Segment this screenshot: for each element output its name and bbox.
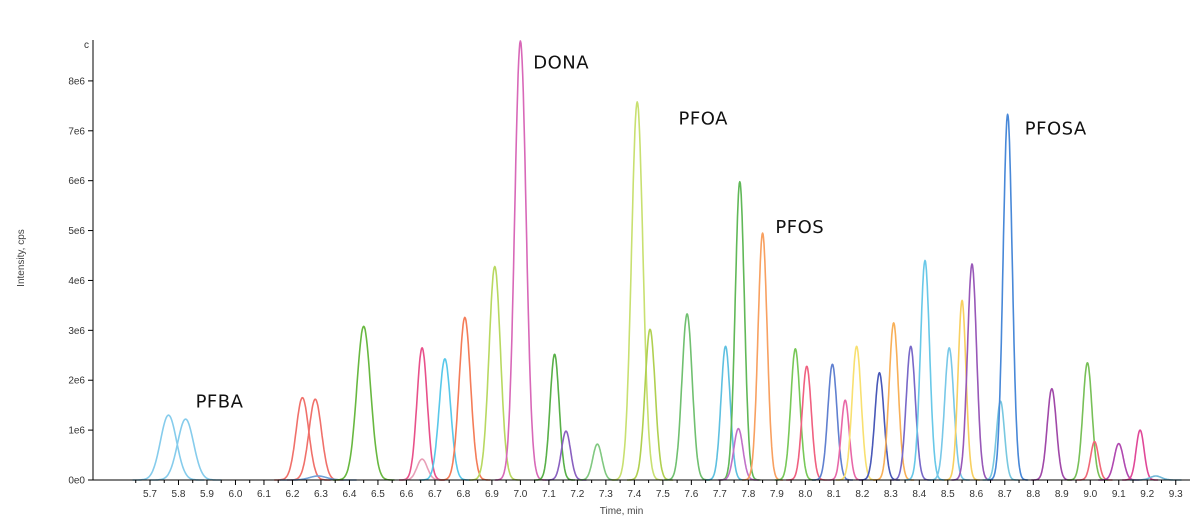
chromatogram-peak [611, 101, 664, 481]
chromatogram-peak [438, 316, 491, 481]
chromatogram-peak [785, 365, 828, 481]
chromatogram-peak [889, 345, 932, 481]
chromatogram-peak [1097, 442, 1140, 481]
y-tick-label: 8e6 [68, 76, 85, 87]
chromatogram-peak [132, 414, 205, 481]
axes-layer: c [84, 40, 1190, 481]
x-tick-label: 6.7 [428, 489, 442, 500]
x-tick-label: 7.1 [542, 489, 556, 500]
chromatogram-peak [826, 399, 864, 481]
chromatogram-peak [986, 113, 1029, 481]
x-tick-label: 5.7 [143, 489, 157, 500]
x-tick-label: 7.3 [599, 489, 613, 500]
chromatogram-peak [398, 458, 446, 481]
y-tick-label: 4e6 [68, 276, 85, 287]
x-tick-label: 8.0 [798, 489, 812, 500]
x-tick-label: 6.9 [485, 489, 499, 500]
chromatogram-peak [951, 263, 993, 481]
y-axis-title: Intensity, cps [16, 229, 27, 287]
x-tick-label: 9.0 [1083, 489, 1097, 500]
x-tick-label: 8.5 [941, 489, 955, 500]
x-tick-label: 7.2 [570, 489, 584, 500]
x-tick-label: 8.8 [1026, 489, 1040, 500]
x-tick-label: 6.1 [257, 489, 271, 500]
x-tick-label: 8.3 [884, 489, 898, 500]
chromatogram-peak [704, 345, 747, 481]
chromatogram-peak [928, 346, 971, 481]
x-tick-label: 7.5 [656, 489, 670, 500]
x-tick-label: 9.1 [1112, 489, 1126, 500]
peak-label: PFOSA [1025, 118, 1087, 139]
chromatogram-peak [982, 400, 1019, 481]
x-tick-label: 6.3 [314, 489, 328, 500]
x-tick-label: 7.7 [713, 489, 727, 500]
chromatogram-peak [468, 265, 521, 481]
y-tick-label: 6e6 [68, 176, 85, 187]
x-tick-label: 7.6 [684, 489, 698, 500]
y-tick-label: 2e6 [68, 376, 85, 387]
chromatogram-peak [943, 299, 981, 481]
y-tick-label: 7e6 [68, 126, 85, 137]
x-tick-label: 6.4 [342, 489, 356, 500]
x-tick-label: 7.0 [513, 489, 527, 500]
chromatogram-peak [858, 371, 901, 481]
peak-annotations: PFBA DONA PFOA PFOS PFOSA [196, 52, 1087, 412]
chromatogram-peak [149, 418, 222, 481]
y-top-marker: c [84, 40, 89, 51]
x-tick-label: 6.8 [456, 489, 470, 500]
y-tick-label: 5e6 [68, 226, 85, 237]
x-tick-label: 6.5 [371, 489, 385, 500]
x-axis-title: Time, min [600, 506, 644, 517]
chromatogram-peak [398, 346, 446, 481]
chromatogram-peak [741, 232, 784, 481]
chromatogram-peak [332, 325, 395, 481]
x-tick-label: 7.8 [741, 489, 755, 500]
chromatogram-peak [418, 357, 471, 481]
y-tick-label: 3e6 [68, 326, 85, 337]
chromatogram-peak [811, 363, 854, 481]
x-tick-label: 8.2 [855, 489, 869, 500]
x-tick-label: 8.7 [998, 489, 1012, 500]
chromatogram-peak [533, 353, 576, 481]
chromatogram-peak [576, 443, 619, 481]
chromatogram-peak [1066, 361, 1109, 481]
chromatogram-peak [1030, 387, 1073, 481]
y-tick-label: 0e0 [68, 476, 85, 487]
peak-label: PFOA [679, 108, 729, 129]
x-tick-label: 5.8 [172, 489, 186, 500]
x-tick-label: 7.4 [627, 489, 641, 500]
peak-label: PFOS [775, 217, 824, 238]
chromatogram-peak [717, 427, 760, 481]
y-tick-label: 1e6 [68, 426, 85, 437]
x-tick-label: 6.0 [229, 489, 243, 500]
x-tick-label: 6.2 [286, 489, 300, 500]
x-tick-label: 9.2 [1140, 489, 1154, 500]
chromatogram-peak [494, 40, 547, 481]
chromatogram-peak [1121, 429, 1159, 481]
x-ticks: 5.7 5.8 5.9 6.0 6.1 6.2 6.3 6.4 6.5 6.6 6.7 6.8 6.9 7… [135, 480, 1183, 500]
x-tick-label: 6.6 [399, 489, 413, 500]
x-tick-label: 8.1 [827, 489, 841, 500]
x-tick-label: 8.4 [912, 489, 926, 500]
chromatogram-peak [774, 347, 817, 481]
peaks-layer [132, 40, 1182, 481]
chromatogram-peak [872, 322, 915, 481]
y-ticks: 0e0 1e6 2e6 3e6 4e6 5e6 6e6 7e6 8e6 [68, 76, 93, 487]
x-tick-label: 7.9 [770, 489, 784, 500]
x-tick-label: 5.9 [200, 489, 214, 500]
peak-label: DONA [533, 52, 589, 73]
chromatogram-peak [835, 345, 878, 481]
chromatogram-peak [904, 259, 946, 481]
peak-label: PFBA [196, 392, 244, 413]
chromatogram-peak [273, 396, 331, 481]
x-tick-label: 8.6 [969, 489, 983, 500]
x-tick-label: 9.3 [1169, 489, 1183, 500]
chromatogram-peak [663, 313, 711, 481]
x-tick-label: 8.9 [1055, 489, 1069, 500]
chromatogram-peak [718, 180, 761, 481]
chromatogram-peak [626, 328, 674, 481]
